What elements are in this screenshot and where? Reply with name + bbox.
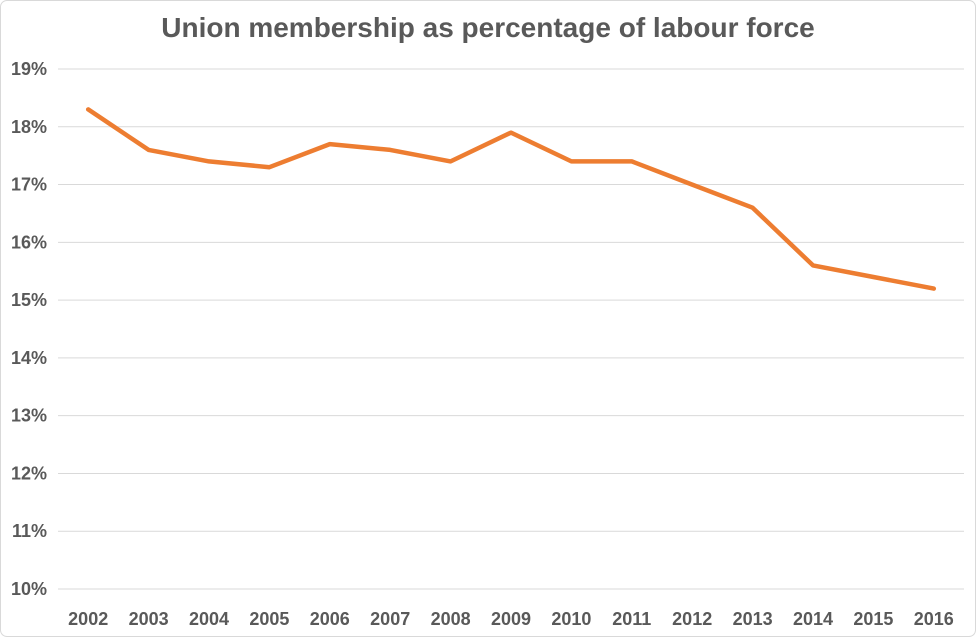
y-axis-tick-label: 16%	[11, 232, 47, 252]
x-axis-tick-label: 2015	[853, 609, 893, 629]
x-axis-tick-label: 2014	[793, 609, 833, 629]
y-axis-tick-label: 14%	[11, 348, 47, 368]
y-axis-tick-label: 13%	[11, 406, 47, 426]
x-axis-tick-label: 2003	[129, 609, 169, 629]
x-axis-tick-label: 2009	[491, 609, 531, 629]
x-axis-tick-label: 2012	[672, 609, 712, 629]
y-axis-tick-label: 12%	[11, 463, 47, 483]
x-axis-tick-label: 2008	[431, 609, 471, 629]
x-axis-tick-label: 2011	[612, 609, 651, 629]
y-axis-tick-label: 18%	[11, 117, 47, 137]
x-axis-tick-label: 2004	[189, 609, 229, 629]
x-axis-tick-label: 2007	[370, 609, 410, 629]
x-axis-tick-label: 2002	[68, 609, 108, 629]
x-axis-tick-label: 2006	[310, 609, 350, 629]
x-axis-tick-label: 2005	[249, 609, 289, 629]
y-axis-tick-label: 17%	[11, 175, 47, 195]
x-axis-tick-label: 2016	[914, 609, 954, 629]
x-axis-tick-label: 2010	[551, 609, 591, 629]
y-axis-tick-label: 19%	[11, 59, 47, 79]
chart-title: Union membership as percentage of labour…	[161, 12, 815, 43]
y-axis-tick-label: 15%	[11, 290, 47, 310]
y-axis-tick-label: 11%	[12, 521, 47, 541]
x-axis-tick-label: 2013	[733, 609, 773, 629]
data-line-union-membership	[85, 107, 937, 291]
y-axis-tick-label: 10%	[11, 579, 47, 599]
